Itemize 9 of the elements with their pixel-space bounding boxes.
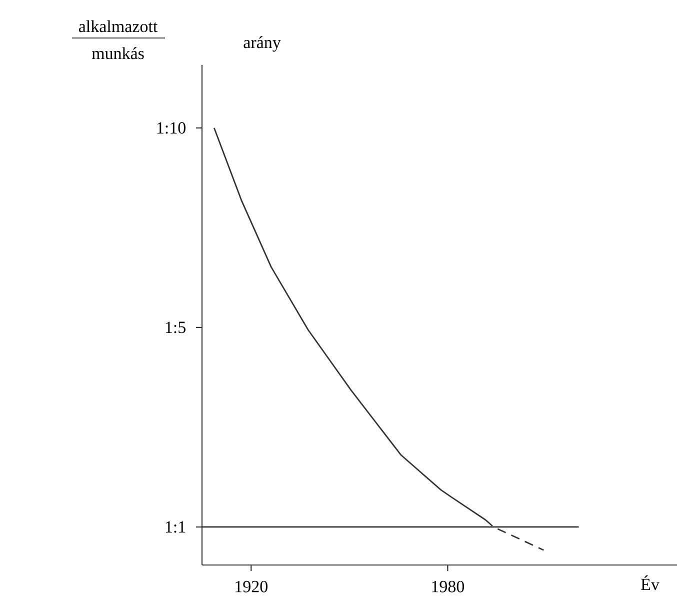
x-tick-label: 1920 [236, 580, 268, 592]
text: 1:10 [157, 122, 186, 134]
x-tick-label: 1980 [432, 580, 464, 592]
text: alkalmazott [78, 20, 158, 32]
text: 1:5 [166, 322, 186, 334]
text: munkás [92, 47, 144, 60]
y-axis-title: arány [244, 36, 281, 52]
text: 1:1 [166, 521, 186, 533]
x-axis-title: Év [641, 575, 660, 590]
